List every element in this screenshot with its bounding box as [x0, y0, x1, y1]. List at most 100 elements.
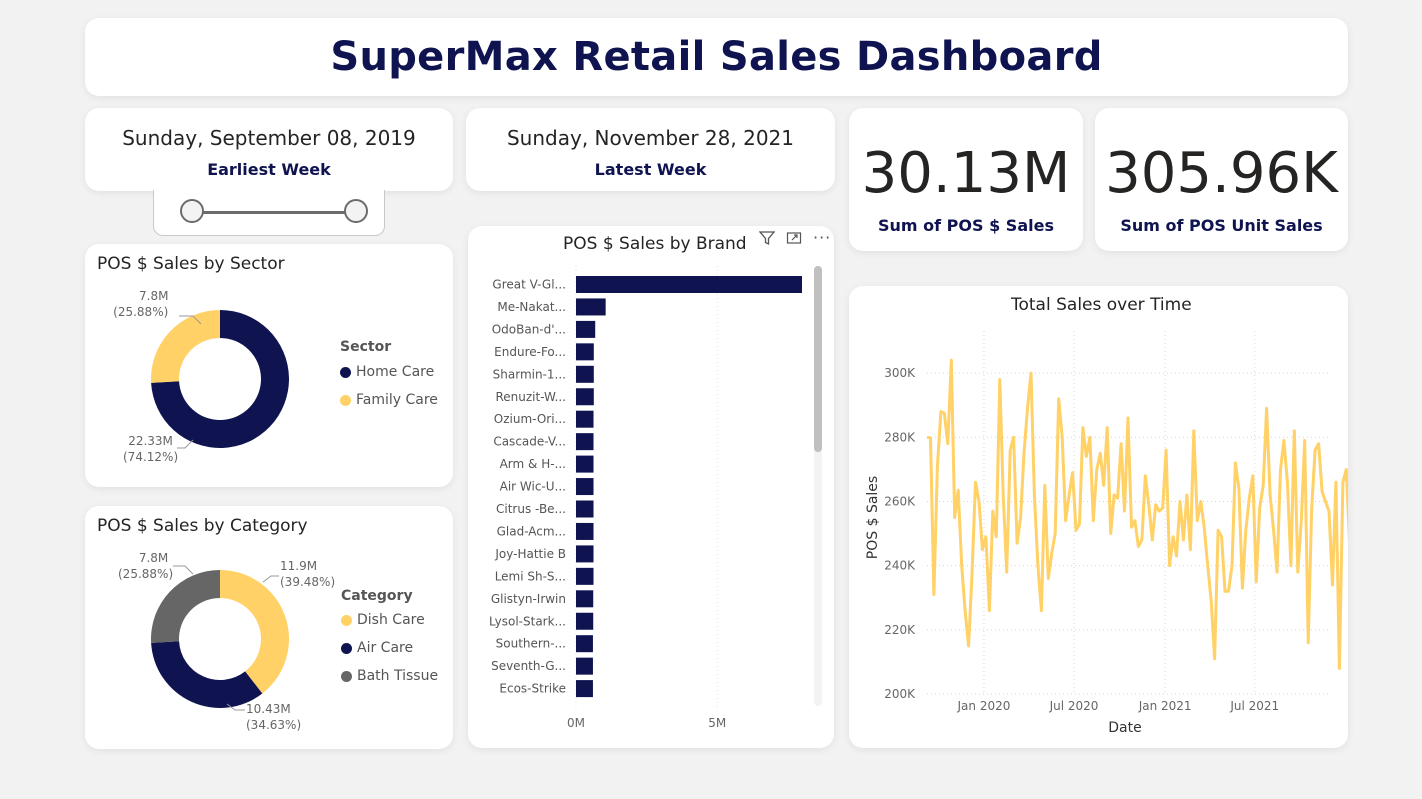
bar[interactable]	[576, 522, 594, 540]
category-legend-dish-care[interactable]: Dish Care	[341, 612, 425, 628]
category-donut-chart	[151, 570, 289, 708]
legend-dot	[341, 614, 352, 626]
bar[interactable]	[576, 388, 594, 406]
kpi-card-sales: 30.13M Sum of POS $ Sales	[849, 108, 1083, 251]
y-tick-label: Lysol-Stark...	[489, 614, 566, 628]
bar[interactable]	[576, 545, 594, 563]
y-tick-label: Southern-...	[496, 637, 566, 651]
title-card: SuperMax Retail Sales Dashboard	[85, 18, 1348, 96]
scrollbar-thumb[interactable]	[814, 266, 822, 452]
bar[interactable]	[576, 635, 593, 653]
bar[interactable]	[576, 365, 594, 383]
kpi-sales-label: Sum of POS $ Sales	[878, 216, 1054, 235]
date-range-slider[interactable]	[153, 190, 385, 236]
bar[interactable]	[576, 343, 594, 361]
legend-label: Air Care	[357, 640, 414, 656]
category-label-dish-care-pct: (39.48%)	[280, 575, 336, 589]
bar[interactable]	[576, 612, 594, 630]
brand-bar-chart: 0M 5M Great V-Gl... Me-Nakat... OdoBan-d'...…	[489, 266, 802, 730]
sector-donut-chart	[151, 310, 289, 448]
category-legend-air-care[interactable]: Air Care	[341, 640, 413, 656]
bar[interactable]	[576, 433, 594, 451]
y-tick-label: Endure-Fo...	[494, 345, 566, 359]
donut-slice-bath-tissue[interactable]	[151, 570, 220, 643]
y-tick-label: Air Wic-U...	[500, 480, 566, 494]
y-tick-label: OdoBan-d'...	[492, 322, 566, 336]
category-label-air-care: 10.43M (34.63%)	[246, 701, 301, 733]
category-legend-title: Category	[341, 588, 413, 604]
bar[interactable]	[576, 657, 593, 675]
donut-slice-dish-care[interactable]	[220, 570, 289, 694]
latest-week-card: Sunday, November 28, 2021 Latest Week	[466, 108, 835, 191]
y-tick-label: Lemi Sh-S...	[495, 569, 566, 583]
x-tick-label: 0M	[567, 716, 585, 730]
sector-chart-card: POS $ Sales by Sector 7.8M (25.88%) 22.3…	[85, 244, 453, 487]
x-tick-label: Jul 2020	[1049, 699, 1099, 713]
x-tick-label: Jul 2021	[1229, 699, 1279, 713]
x-tick-label: 5M	[708, 716, 726, 730]
bar[interactable]	[576, 500, 594, 518]
bar[interactable]	[576, 276, 802, 293]
legend-dot	[340, 366, 351, 378]
kpi-card-units: 305.96K Sum of POS Unit Sales	[1095, 108, 1348, 251]
x-tick-label: Jan 2020	[957, 699, 1011, 713]
y-axis-label: POS $ Sales	[865, 476, 881, 559]
category-chart-title: POS $ Sales by Category	[97, 516, 308, 536]
sector-chart-title: POS $ Sales by Sector	[97, 254, 285, 274]
y-tick-label: Me-Nakat...	[497, 300, 566, 314]
legend-dot	[341, 642, 352, 654]
filter-icon[interactable]	[758, 230, 776, 250]
y-tick-label: 220K	[884, 623, 916, 637]
x-tick-label: Jan 2021	[1138, 699, 1192, 713]
legend-label: Bath Tissue	[357, 668, 439, 684]
category-legend-bath-tissue[interactable]: Bath Tissue	[341, 668, 438, 684]
bar[interactable]	[576, 298, 606, 316]
sector-legend-home-care[interactable]: Home Care	[340, 364, 434, 380]
category-label-dish-care: 11.9M (39.48%)	[280, 558, 335, 590]
scrollbar-track[interactable]	[814, 266, 822, 706]
slider-start-handle[interactable]	[180, 199, 204, 223]
kpi-sales-value: 30.13M	[861, 141, 1071, 206]
y-tick-label: 300K	[884, 366, 916, 380]
legend-label: Home Care	[356, 364, 435, 380]
focus-mode-icon[interactable]	[786, 230, 802, 250]
sector-label-family-care-value: 7.8M	[139, 289, 169, 303]
legend-label: Dish Care	[357, 612, 425, 628]
y-tick-label: Joy-Hattie B	[494, 547, 566, 561]
line-chart-title: Total Sales over Time	[1011, 295, 1192, 315]
donut-slice-air-care[interactable]	[151, 641, 263, 708]
latest-week-value: Sunday, November 28, 2021	[506, 126, 794, 150]
y-tick-label: 280K	[884, 430, 916, 444]
sales-line-chart: 300K 280K 260K 240K 220K 200K Jan 2020 Jul 2020…	[865, 331, 1348, 736]
slider-end-handle[interactable]	[344, 199, 368, 223]
earliest-week-card: Sunday, September 08, 2019 Earliest Week	[85, 108, 453, 191]
y-tick-label: Ecos-Strike	[499, 682, 566, 696]
category-label-bath-tissue-value: 7.8M	[138, 551, 169, 565]
y-tick-label: Glistyn-Irwin	[491, 592, 566, 606]
category-label-air-care-pct: (34.63%)	[246, 718, 302, 732]
donut-slice-family-care[interactable]	[151, 310, 220, 383]
sector-legend-family-care[interactable]: Family Care	[340, 392, 438, 408]
sector-label-home-care: 22.33M (74.12%)	[123, 433, 178, 465]
legend-dot	[341, 670, 352, 682]
earliest-week-value: Sunday, September 08, 2019	[122, 126, 416, 150]
donut-slice-home-care[interactable]	[151, 310, 289, 448]
bar[interactable]	[576, 478, 594, 496]
legend-label: Family Care	[356, 392, 438, 408]
sector-label-family-care-pct: (25.88%)	[113, 305, 169, 319]
bar[interactable]	[576, 590, 594, 608]
earliest-week-label: Earliest Week	[207, 160, 331, 179]
sales-line[interactable]	[926, 358, 1348, 670]
y-tick-label: Renuzit-W...	[495, 390, 566, 404]
page-title: SuperMax Retail Sales Dashboard	[330, 34, 1103, 80]
bar[interactable]	[576, 410, 594, 428]
bar[interactable]	[576, 680, 593, 698]
bar[interactable]	[576, 567, 594, 585]
category-label-bath-tissue-pct: (25.88%)	[118, 567, 174, 581]
bar[interactable]	[576, 455, 594, 473]
bar[interactable]	[576, 320, 596, 338]
more-options-icon[interactable]: ···	[813, 228, 832, 247]
brand-chart-title: POS $ Sales by Brand	[563, 234, 747, 254]
slider-track[interactable]	[192, 211, 356, 214]
category-label-air-care-value: 10.43M	[246, 702, 291, 716]
